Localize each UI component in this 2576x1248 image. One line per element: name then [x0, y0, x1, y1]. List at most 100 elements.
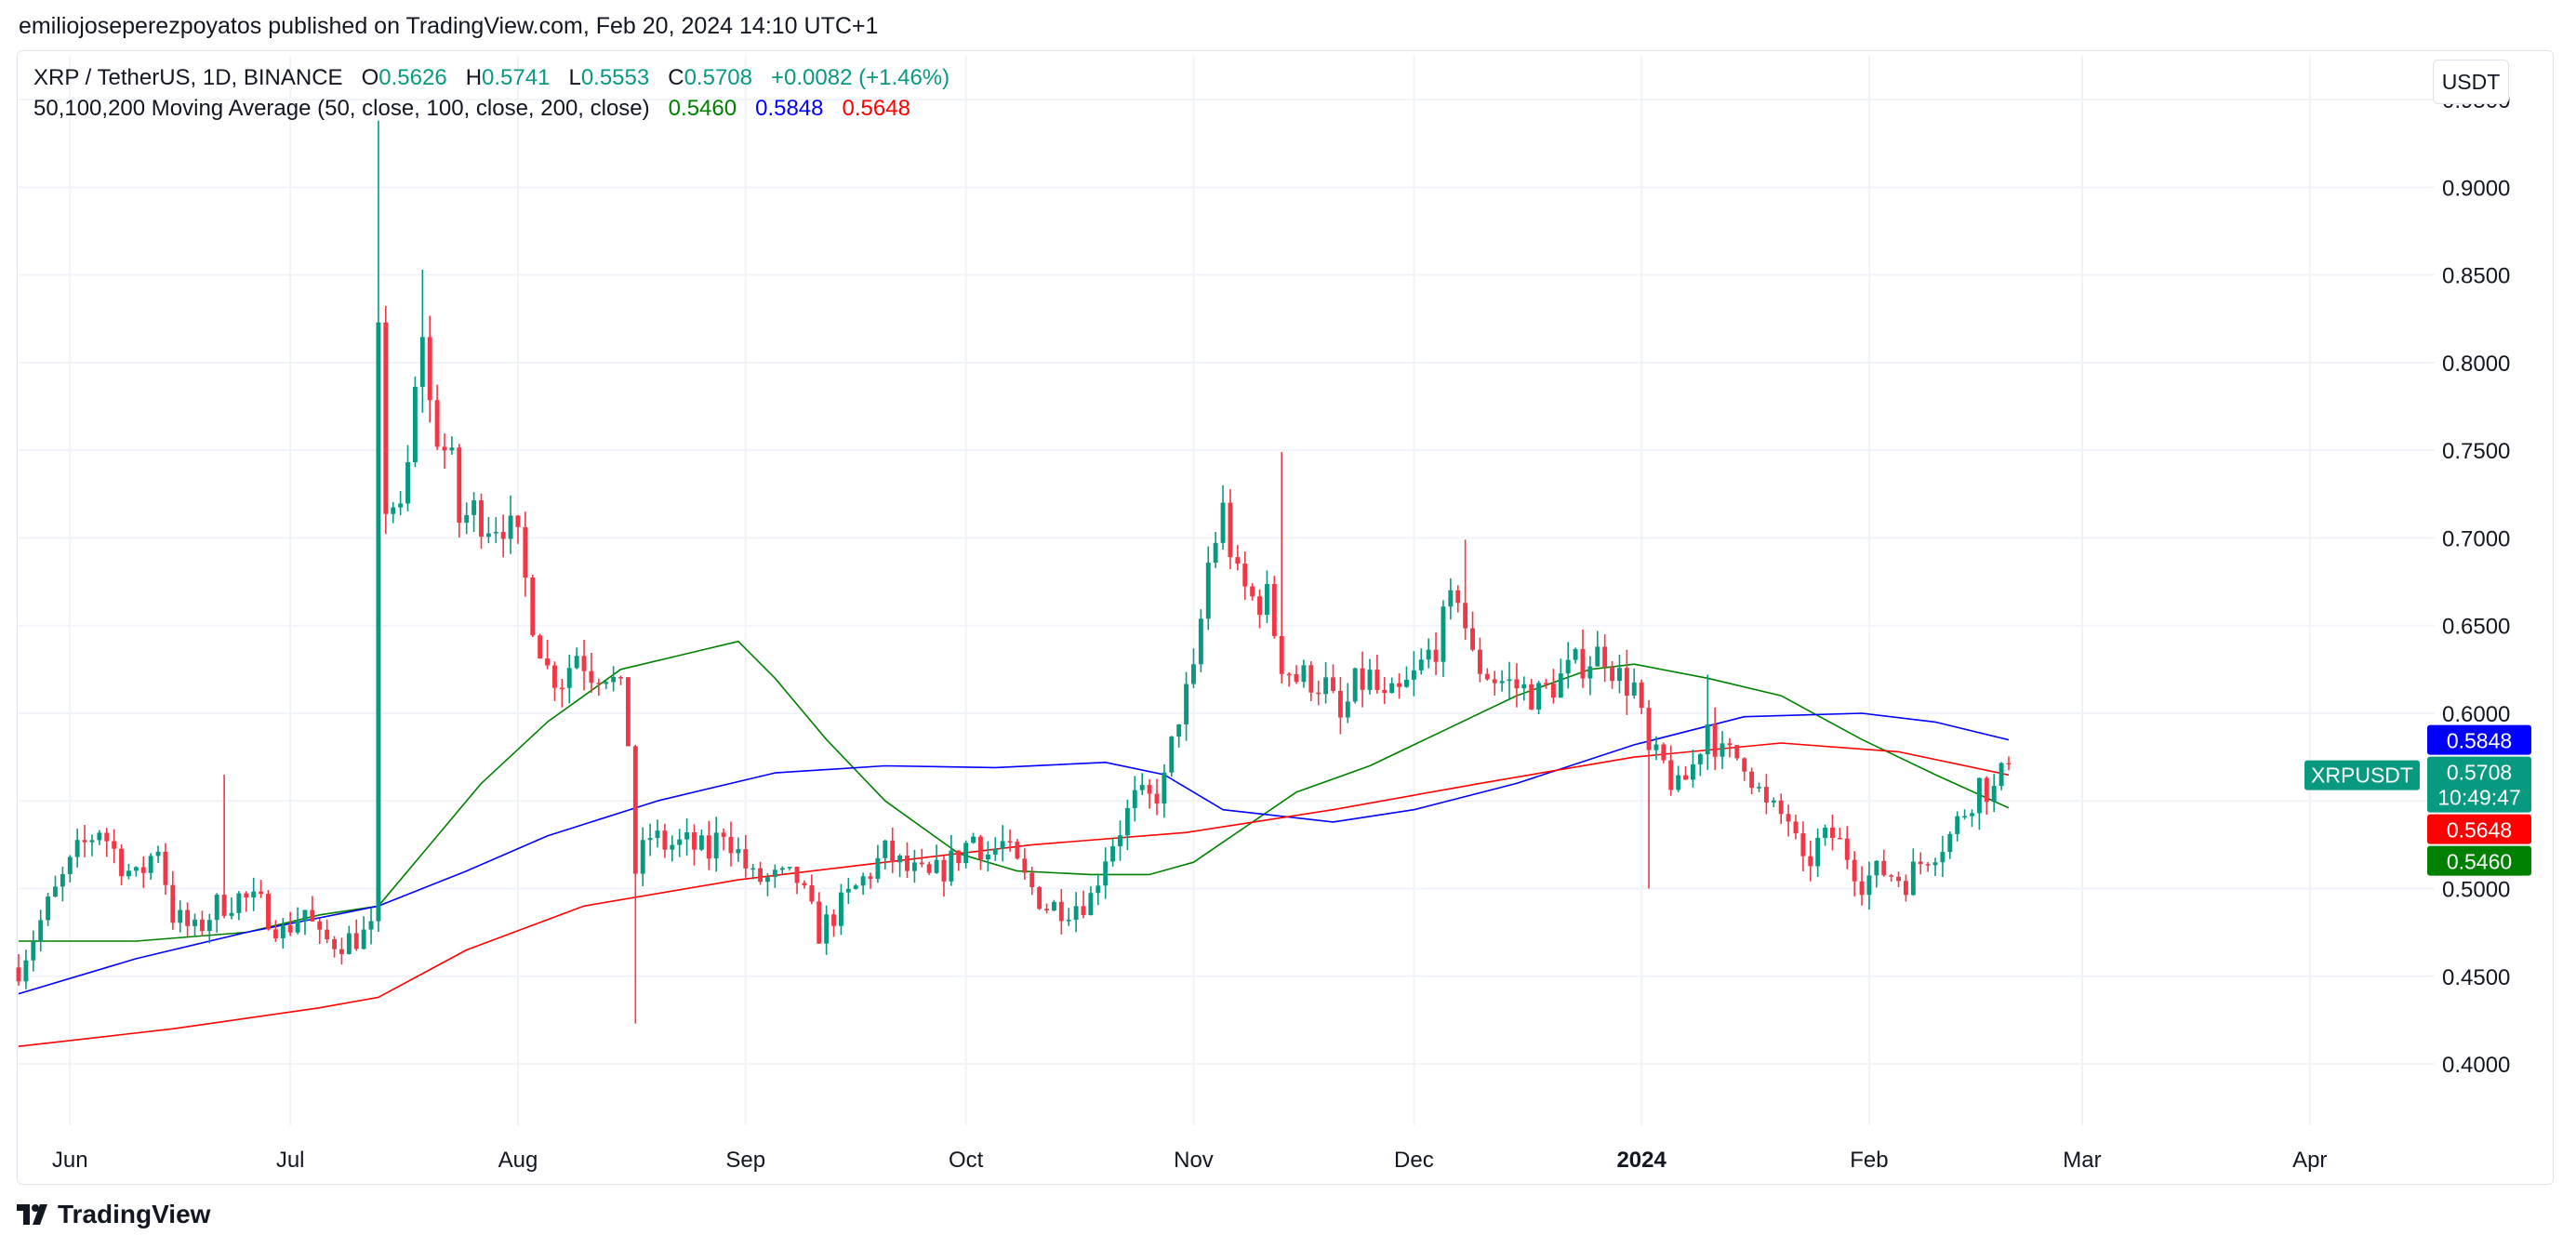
ma-line-ma-200	[18, 742, 2010, 1047]
x-axis: Jun Jul Aug Sep Oct Nov Dec 2024 Feb Mar Apr	[52, 1148, 2328, 1173]
candle-body	[1544, 683, 1548, 684]
ma200-value: 0.5648	[842, 96, 910, 121]
candle-body	[1169, 737, 1175, 773]
candle-body	[2006, 763, 2012, 765]
candle-body	[1015, 842, 1020, 859]
candle-body	[772, 870, 777, 878]
candle-body	[457, 447, 462, 524]
y-tick-label: 0.4500	[2442, 965, 2510, 990]
y-tick-label: 0.5000	[2442, 877, 2510, 902]
candle-body	[692, 832, 697, 850]
candle-body	[1132, 790, 1137, 808]
candle-body	[1610, 667, 1615, 682]
candle-body	[1617, 668, 1622, 682]
candle-body	[206, 920, 212, 932]
candle-body	[1837, 837, 1842, 840]
candle-body	[449, 447, 455, 451]
symbol-legend[interactable]: XRP / TetherUS, 1D, BINANCE O0.5626 H0.5…	[33, 65, 949, 91]
candle-body	[1308, 665, 1314, 693]
candle-body	[860, 876, 866, 886]
candle-body	[412, 387, 418, 463]
candle-body	[46, 896, 51, 921]
candle-body	[1316, 692, 1321, 695]
high-value: 0.5741	[482, 65, 551, 90]
candle-body	[515, 515, 521, 527]
candle-body	[1455, 590, 1461, 604]
candle-body	[1264, 583, 1269, 616]
price-chart[interactable]: 0.95000.90000.85000.80000.75000.70000.65…	[0, 0, 2576, 1190]
candle-body	[1088, 893, 1094, 915]
y-tick-label: 0.4000	[2442, 1053, 2510, 1078]
candle-body	[1896, 876, 1901, 882]
candle-body	[1352, 668, 1358, 702]
candle-body	[992, 848, 998, 855]
candle-body	[1697, 754, 1703, 764]
candle-body	[1874, 860, 1879, 876]
ma-legend[interactable]: 50,100,200 Moving Average (50, close, 10…	[33, 96, 910, 122]
candle-body	[1448, 590, 1454, 607]
candle-body	[280, 925, 285, 938]
candle-body	[1374, 670, 1380, 691]
candle-body	[353, 933, 359, 949]
candle-body	[1037, 887, 1042, 909]
candle-body	[1859, 881, 1865, 896]
y-tick-label: 0.7000	[2442, 526, 2510, 551]
candle-body	[1058, 901, 1064, 922]
candle-body	[758, 868, 764, 883]
candle-body	[1147, 785, 1152, 794]
candle-body	[1154, 793, 1160, 804]
candle-body	[1955, 816, 1960, 834]
ma-line-ma-100	[18, 712, 2010, 995]
candle-body	[1947, 833, 1953, 853]
candle-body	[1382, 690, 1388, 694]
candle-body	[1073, 906, 1079, 921]
currency-button[interactable]: USDT	[2433, 60, 2509, 104]
tradingview-logo[interactable]: TradingView	[17, 1200, 210, 1229]
candle-body	[1484, 673, 1490, 680]
candle-body	[302, 909, 308, 922]
candle-body	[1984, 777, 1989, 803]
candle-body	[126, 870, 131, 877]
candle-body	[838, 892, 843, 926]
candle-body	[1536, 683, 1542, 710]
candle-body	[229, 912, 234, 916]
candle-body	[545, 658, 551, 666]
candle-body	[1970, 813, 1974, 817]
candle-body	[721, 832, 726, 837]
high-label: H	[465, 65, 483, 90]
candle-body	[1404, 679, 1409, 687]
candle-body	[1910, 861, 1916, 896]
candle-body	[1712, 724, 1718, 757]
x-tick-label: Jun	[52, 1148, 88, 1173]
candle-body	[1757, 787, 1761, 789]
candle-body	[632, 746, 638, 874]
candle-body	[1257, 596, 1262, 616]
candle-body	[1565, 659, 1571, 674]
candle-body	[552, 665, 557, 688]
x-tick-label: Dec	[1394, 1148, 1434, 1173]
symbol-tag	[2304, 760, 2420, 790]
candle-body	[890, 840, 896, 863]
candle-body	[1558, 673, 1563, 698]
change-value: +0.0082 (+1.46%)	[771, 65, 950, 90]
candle-body	[1676, 775, 1681, 790]
candle-body	[464, 514, 470, 524]
candle-body	[1602, 646, 1608, 668]
candle-body	[655, 830, 660, 839]
price-tag	[2427, 724, 2531, 755]
candle-body	[1529, 684, 1534, 710]
candle-body	[1932, 862, 1938, 866]
candle-body	[1800, 833, 1806, 856]
candle-body	[523, 526, 528, 578]
candle-body	[1918, 861, 1923, 865]
candle-body	[221, 895, 227, 916]
candle-body	[589, 670, 594, 684]
candle-body	[1683, 775, 1688, 780]
candle-body	[119, 848, 125, 877]
candle-body	[1441, 606, 1446, 662]
candle-body	[1830, 827, 1835, 838]
candle-body	[1323, 677, 1329, 695]
symbol-tag-label: XRPUSDT	[2311, 763, 2413, 788]
price-tag-value: 0.5848	[2447, 729, 2512, 753]
candle-body	[581, 656, 587, 671]
